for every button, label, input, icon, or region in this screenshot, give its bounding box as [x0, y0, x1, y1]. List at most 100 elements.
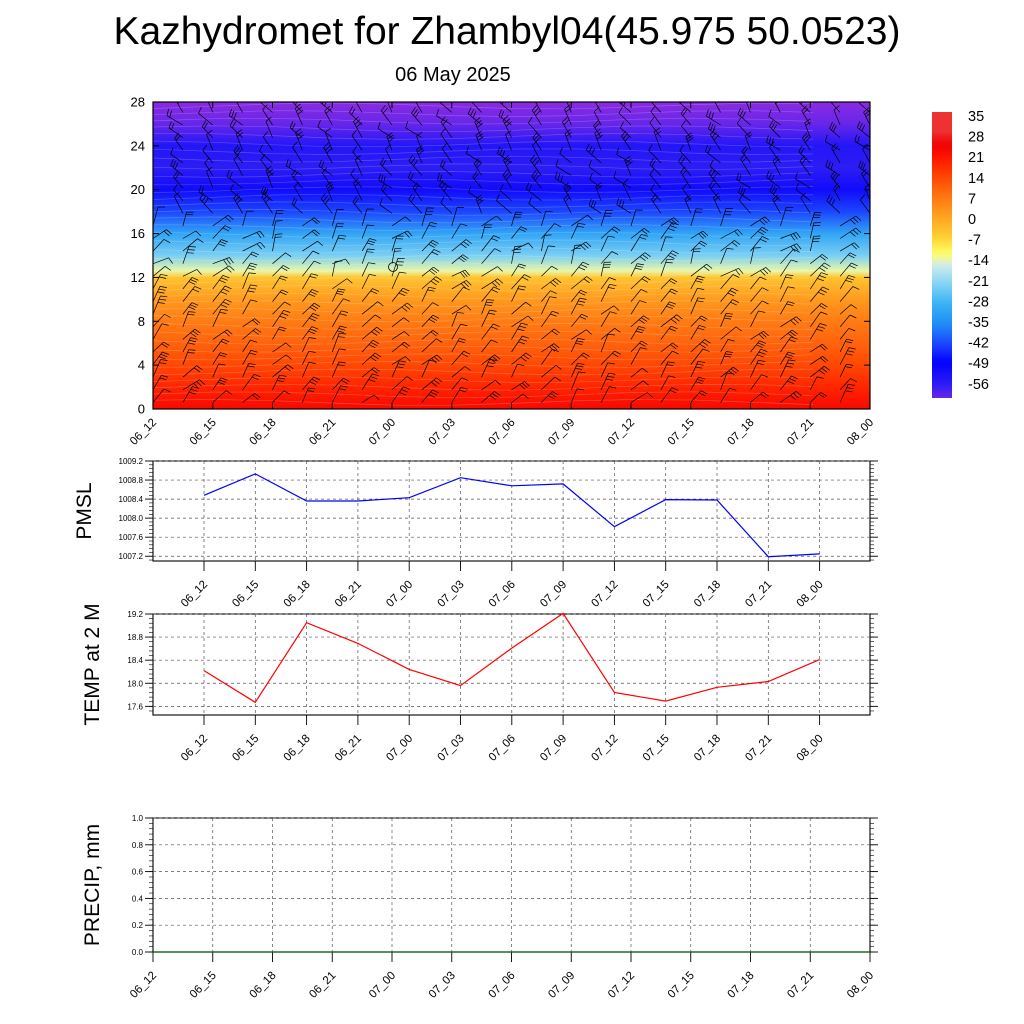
- wind-barb: [439, 179, 453, 201]
- wind-barb-feather: [831, 123, 835, 131]
- wind-barb-feather: [700, 232, 707, 238]
- wind-barb: [361, 262, 376, 277]
- wind-barb-feather: [337, 364, 345, 367]
- wind-barb: [451, 386, 468, 403]
- wind-barb-feather: [741, 145, 747, 152]
- wind-barb-feather: [173, 171, 178, 178]
- wind-barb: [242, 350, 258, 365]
- wind-barb-shaft: [800, 197, 811, 214]
- wind-barb-feather: [669, 225, 677, 229]
- wind-barb-feather: [730, 368, 737, 374]
- wind-barb-shaft: [780, 351, 789, 365]
- wind-barb-feather: [621, 130, 627, 137]
- wind-barb-feather: [879, 313, 886, 315]
- wind-barb-feather: [418, 149, 425, 155]
- wind-barb: [421, 314, 440, 328]
- wind-barb-feather: [324, 102, 327, 107]
- colorbar-label: -7: [968, 233, 981, 249]
- wind-barb-feather: [381, 104, 386, 111]
- wind-barb-feather: [708, 110, 712, 118]
- y-tick-label: 1008.0: [119, 514, 144, 523]
- wind-barb-feather: [848, 327, 856, 332]
- wind-barb-feather: [172, 160, 177, 168]
- wind-barb-feather: [428, 394, 436, 398]
- wind-barb-shaft: [387, 102, 393, 113]
- wind-barb-feather: [790, 246, 796, 253]
- wind-barb-feather: [642, 254, 649, 259]
- wind-barb-feather: [726, 248, 734, 250]
- wind-barb-feather: [499, 148, 503, 156]
- wind-barb-feather: [554, 171, 558, 179]
- wind-barb-feather: [591, 148, 596, 155]
- wind-barb-feather: [737, 107, 742, 115]
- wind-barb: [302, 326, 319, 340]
- wind-barb-feather: [308, 362, 316, 364]
- wind-barb-shaft: [780, 274, 787, 290]
- wind-barb-shaft: [810, 311, 821, 328]
- wind-barb: [653, 127, 662, 151]
- wind-barb: [153, 351, 169, 365]
- wind-barb: [331, 234, 347, 252]
- wind-barb: [289, 121, 303, 138]
- wind-barb-shaft: [869, 376, 870, 378]
- wind-barb-feather: [549, 296, 557, 299]
- wind-barb: [331, 385, 348, 403]
- wind-barb: [260, 185, 273, 201]
- x-tick-label: 06_12: [179, 579, 210, 610]
- wind-barb-feather: [680, 107, 686, 114]
- wind-barb-feather: [346, 278, 353, 284]
- wind-barb: [440, 196, 453, 214]
- wind-barb-feather: [431, 251, 439, 256]
- wind-barb-feather: [252, 319, 259, 325]
- wind-barb: [630, 300, 647, 315]
- wind-barb-feather: [366, 242, 374, 246]
- wind-barb-feather: [756, 354, 764, 358]
- wind-barb-shaft: [571, 329, 587, 340]
- wind-barb-feather: [202, 144, 208, 151]
- wind-barb: [570, 362, 585, 378]
- wind-barb: [588, 198, 602, 214]
- wind-barb: [174, 132, 184, 151]
- wind-barb-feather: [394, 247, 402, 250]
- wind-barb-feather: [669, 301, 677, 305]
- wind-barb-feather: [695, 366, 703, 369]
- wind-barb-feather: [527, 315, 534, 321]
- wind-barb: [302, 260, 321, 277]
- wind-barb-feather: [801, 105, 807, 112]
- wind-barb-feather: [233, 145, 239, 152]
- wind-barb: [440, 116, 453, 138]
- wind-barb: [660, 301, 677, 315]
- wind-barb: [869, 313, 886, 327]
- wind-barb-feather: [401, 343, 408, 349]
- wind-barb-feather: [164, 313, 171, 318]
- wind-barb: [498, 102, 512, 113]
- wind-barb-shaft: [511, 246, 516, 264]
- x-tick-label: 07_15: [641, 733, 672, 764]
- chart-subtitle: 06 May 2025: [395, 64, 511, 86]
- wind-barb-feather: [430, 221, 438, 225]
- wind-barb-shaft: [511, 301, 526, 315]
- wind-barb-feather: [608, 372, 616, 375]
- wind-barb: [451, 305, 472, 315]
- wind-barb-feather: [279, 374, 287, 377]
- wind-barb-shaft: [741, 151, 751, 164]
- wind-barb-feather: [371, 331, 378, 336]
- wind-barb-feather: [548, 395, 555, 400]
- wind-barb-feather: [555, 365, 562, 370]
- wind-barb-feather: [580, 289, 588, 294]
- wind-barb-feather: [317, 120, 321, 127]
- wind-barb-feather: [830, 96, 834, 102]
- wind-barb: [206, 166, 214, 189]
- wind-barb-shaft: [204, 162, 214, 176]
- x-tick-label: 07_03: [436, 579, 467, 610]
- wind-barb-feather: [293, 171, 298, 178]
- wind-barb-feather: [653, 127, 661, 133]
- wind-barb-feather: [789, 378, 796, 382]
- wind-barb-shaft: [352, 151, 363, 164]
- wind-barb-feather: [848, 347, 856, 350]
- isotherm-line: [153, 193, 814, 201]
- wind-barb: [361, 248, 375, 264]
- wind-barb-feather: [727, 292, 735, 297]
- wind-barb-feather: [460, 255, 467, 261]
